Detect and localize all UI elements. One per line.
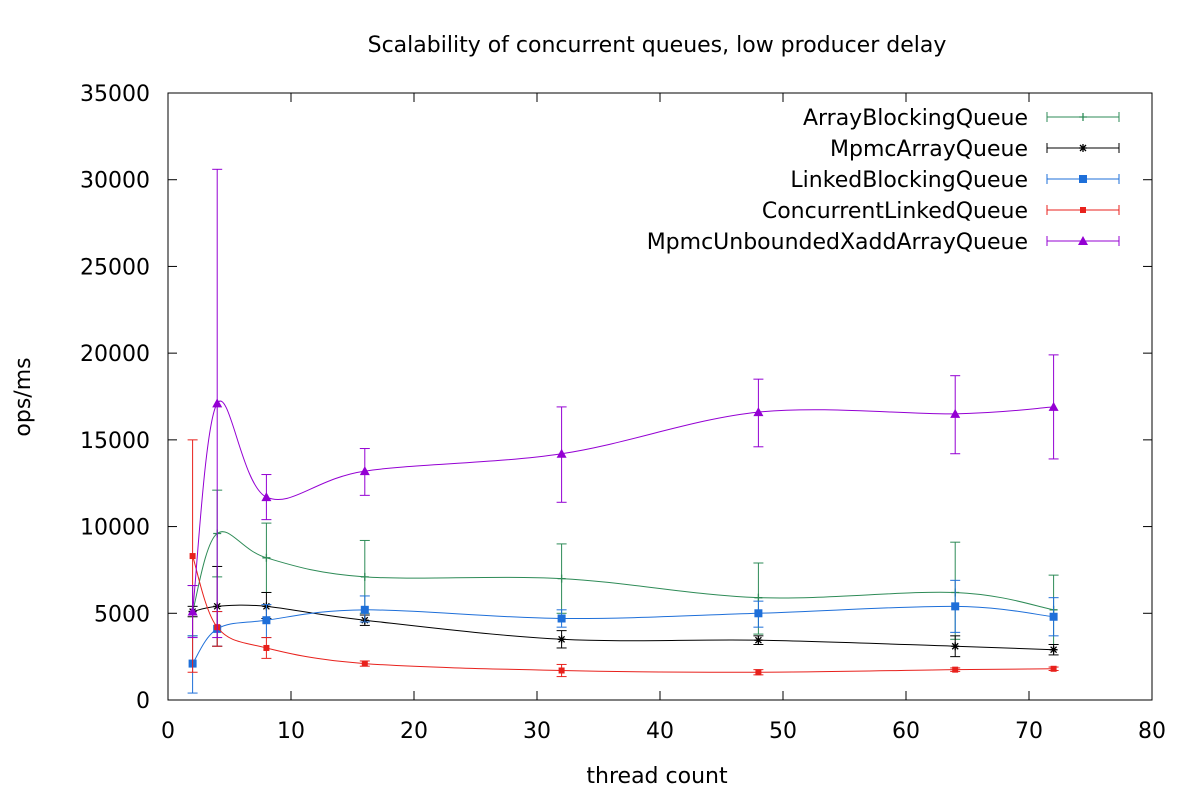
data-point [262,553,271,562]
chart-title: Scalability of concurrent queues, low pr… [368,33,947,58]
x-tick-label: 10 [277,719,305,744]
x-tick-label: 80 [1138,719,1166,744]
series-line [192,400,1054,612]
legend-item: MpmcArrayQueue [830,137,1120,162]
x-axis-ticks: 0 10 20 30 40 50 60 70 80 [161,93,1166,744]
data-point [557,614,566,623]
data-point [754,636,763,645]
data-point [754,593,763,602]
data-point [1048,401,1059,411]
data-point [754,609,763,618]
data-point [950,408,961,418]
x-tick-label: 70 [1015,719,1043,744]
series-LinkedBlockingQueue [187,579,1059,694]
y-tick-label: 5000 [94,602,150,627]
data-point [360,605,369,614]
y-tick-label: 20000 [80,342,150,367]
y-axis-label: ops/ms [11,357,36,436]
legend-label: MpmcUnboundedXaddArrayQueue [647,230,1028,255]
series-line [192,555,1054,673]
x-tick-label: 50 [769,719,797,744]
data-point [558,667,565,674]
legend-item: MpmcUnboundedXaddArrayQueue [647,230,1120,255]
series-line [192,605,1054,664]
data-point [1049,612,1058,621]
data-point [359,466,370,476]
data-point [557,574,566,583]
y-tick-label: 0 [136,689,150,714]
data-point [1050,665,1057,672]
legend: ArrayBlockingQueue MpmcArrayQueue LinkedBl… [647,106,1120,255]
data-point [1078,236,1088,245]
legend-item: ConcurrentLinkedQueue [762,199,1120,224]
data-point [262,616,271,625]
data-point [557,635,566,644]
data-point [753,407,764,417]
legend-label: ArrayBlockingQueue [803,106,1028,131]
y-axis-ticks: 0 5000 10000 15000 20000 25000 30000 35000 [80,82,1152,714]
data-point [360,572,369,581]
x-tick-label: 20 [400,719,428,744]
data-point [556,448,567,458]
data-point [261,492,272,502]
x-tick-label: 30 [523,719,551,744]
legend-item: LinkedBlockingQueue [790,168,1120,193]
data-point [1079,113,1087,121]
y-tick-label: 15000 [80,429,150,454]
legend-label: ConcurrentLinkedQueue [762,199,1028,224]
x-axis-label: thread count [586,764,728,789]
series-layer [187,168,1059,694]
data-point [952,666,959,673]
data-point [951,602,960,611]
data-point [212,398,223,408]
data-point [187,606,198,616]
y-tick-label: 35000 [80,82,150,107]
series-MpmcUnboundedXaddArrayQueue [187,168,1059,639]
series-MpmcArrayQueue [187,565,1059,658]
data-point [1049,645,1058,654]
x-tick-label: 60 [892,719,920,744]
y-tick-label: 10000 [80,516,150,541]
data-point [951,642,960,651]
y-tick-label: 30000 [80,169,150,194]
data-point [1080,207,1086,213]
data-point [189,553,196,560]
x-tick-label: 0 [161,719,175,744]
data-point [755,669,762,676]
series-ConcurrentLinkedQueue [187,439,1059,678]
x-tick-label: 40 [646,719,674,744]
data-point [1079,144,1087,152]
series-line [192,531,1054,612]
data-point [1079,175,1087,183]
legend-label: MpmcArrayQueue [830,137,1028,162]
legend-item: ArrayBlockingQueue [803,106,1120,131]
series-ArrayBlockingQueue [187,489,1059,646]
y-tick-label: 25000 [80,255,150,280]
series-line [192,604,1054,651]
data-point [361,660,368,667]
legend-label: LinkedBlockingQueue [790,168,1028,193]
data-point [263,644,270,651]
